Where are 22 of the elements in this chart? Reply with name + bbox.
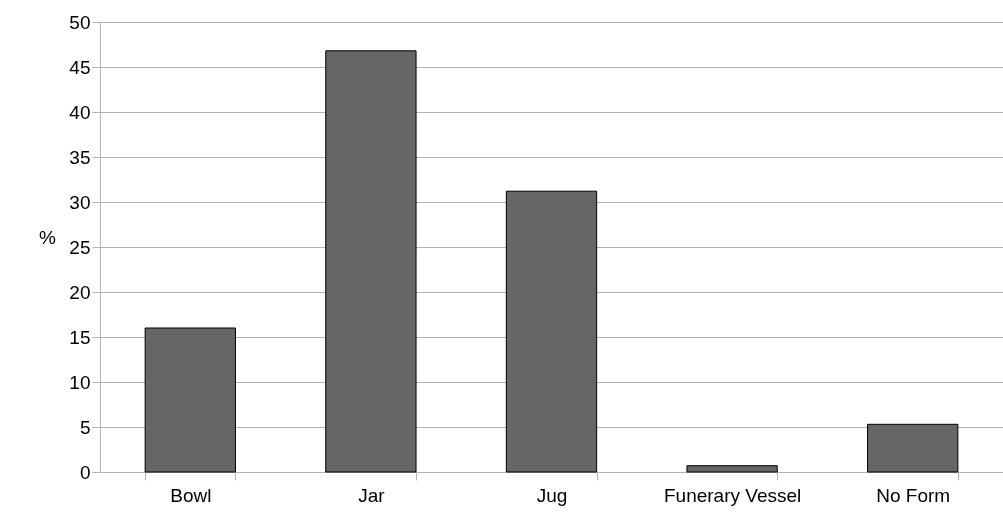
bar <box>325 50 417 473</box>
y-tick-label: 40 <box>69 101 91 123</box>
y-tick-label: 20 <box>69 281 91 303</box>
y-tick-label: 0 <box>79 461 91 483</box>
y-tick-label: 35 <box>69 146 91 168</box>
y-tick-label: 50 <box>69 11 91 33</box>
bar <box>144 327 236 473</box>
y-tick-label: 15 <box>69 326 91 348</box>
y-tick-label: 45 <box>69 56 91 78</box>
y-tick-label: 25 <box>69 236 91 258</box>
x-tick-label: Jar <box>358 484 386 506</box>
y-tick-label: 30 <box>69 191 91 213</box>
bar <box>686 465 778 473</box>
x-tick-label: No Form <box>876 484 951 506</box>
x-tick-label: Funerary Vessel <box>663 484 802 506</box>
y-axis-title: % <box>38 226 56 248</box>
bar <box>867 423 959 473</box>
bar <box>505 190 598 473</box>
y-tick-label: 5 <box>79 416 91 438</box>
x-tick-label: Bowl <box>170 484 212 506</box>
x-tick-label: Jug <box>536 484 568 506</box>
y-tick-label: 10 <box>69 371 91 393</box>
